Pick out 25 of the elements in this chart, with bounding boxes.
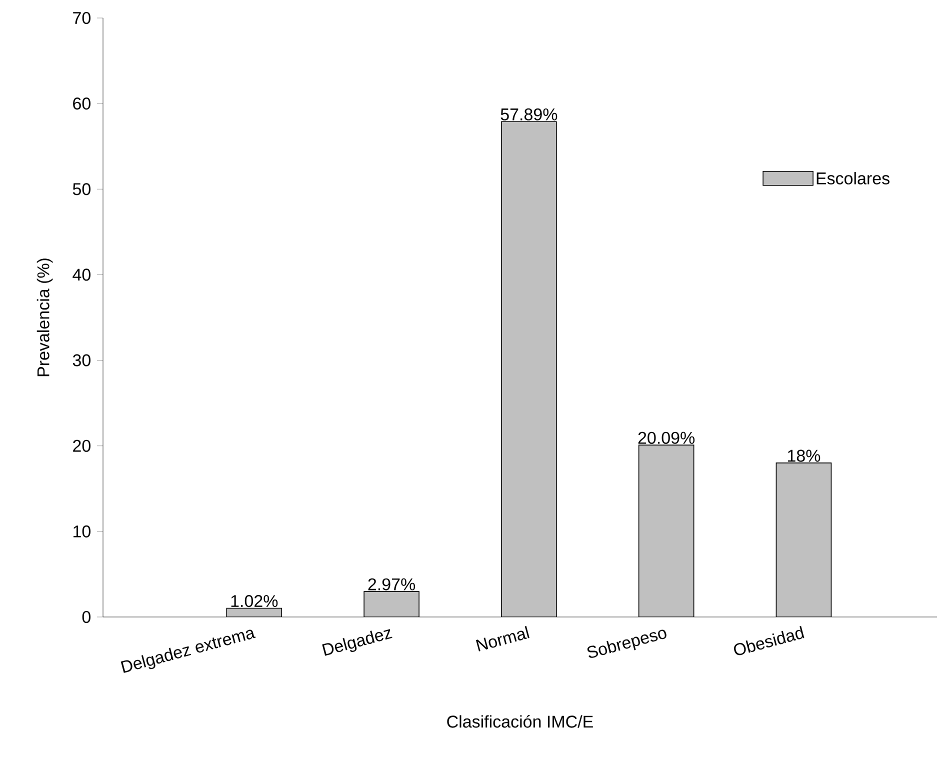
x-tick-label: Sobrepeso bbox=[587, 630, 666, 658]
y-tick-label: 50 bbox=[72, 183, 90, 196]
bar bbox=[776, 462, 832, 617]
x-axis-title: Clasificación IMC/E bbox=[447, 715, 593, 728]
bar bbox=[638, 444, 694, 617]
y-tick-label: 60 bbox=[73, 98, 90, 110]
bar bbox=[501, 121, 557, 617]
bar bbox=[364, 591, 420, 617]
y-axis-title: Prevalencia (%) bbox=[36, 258, 53, 376]
x-tick-label: Normal bbox=[476, 626, 530, 652]
legend-label: Escolares bbox=[816, 172, 890, 184]
x-tick-label: Delgadez bbox=[322, 629, 392, 656]
y-tick-label: 40 bbox=[72, 268, 90, 281]
y-tick-label: 0 bbox=[82, 610, 90, 624]
y-tick-label: 70 bbox=[73, 12, 90, 24]
bar bbox=[226, 608, 282, 617]
y-tick-label: 30 bbox=[72, 354, 90, 366]
data-label: 2.97% bbox=[368, 578, 416, 590]
x-tick-label: Delgadez extrema bbox=[120, 630, 256, 673]
data-label: 1.02% bbox=[231, 595, 278, 608]
y-tick-label: 10 bbox=[74, 525, 90, 538]
data-label: 18% bbox=[788, 450, 820, 462]
y-tick-label: 20 bbox=[73, 440, 90, 452]
data-label: 20.09% bbox=[638, 432, 695, 444]
data-label: 57.89% bbox=[500, 108, 558, 120]
